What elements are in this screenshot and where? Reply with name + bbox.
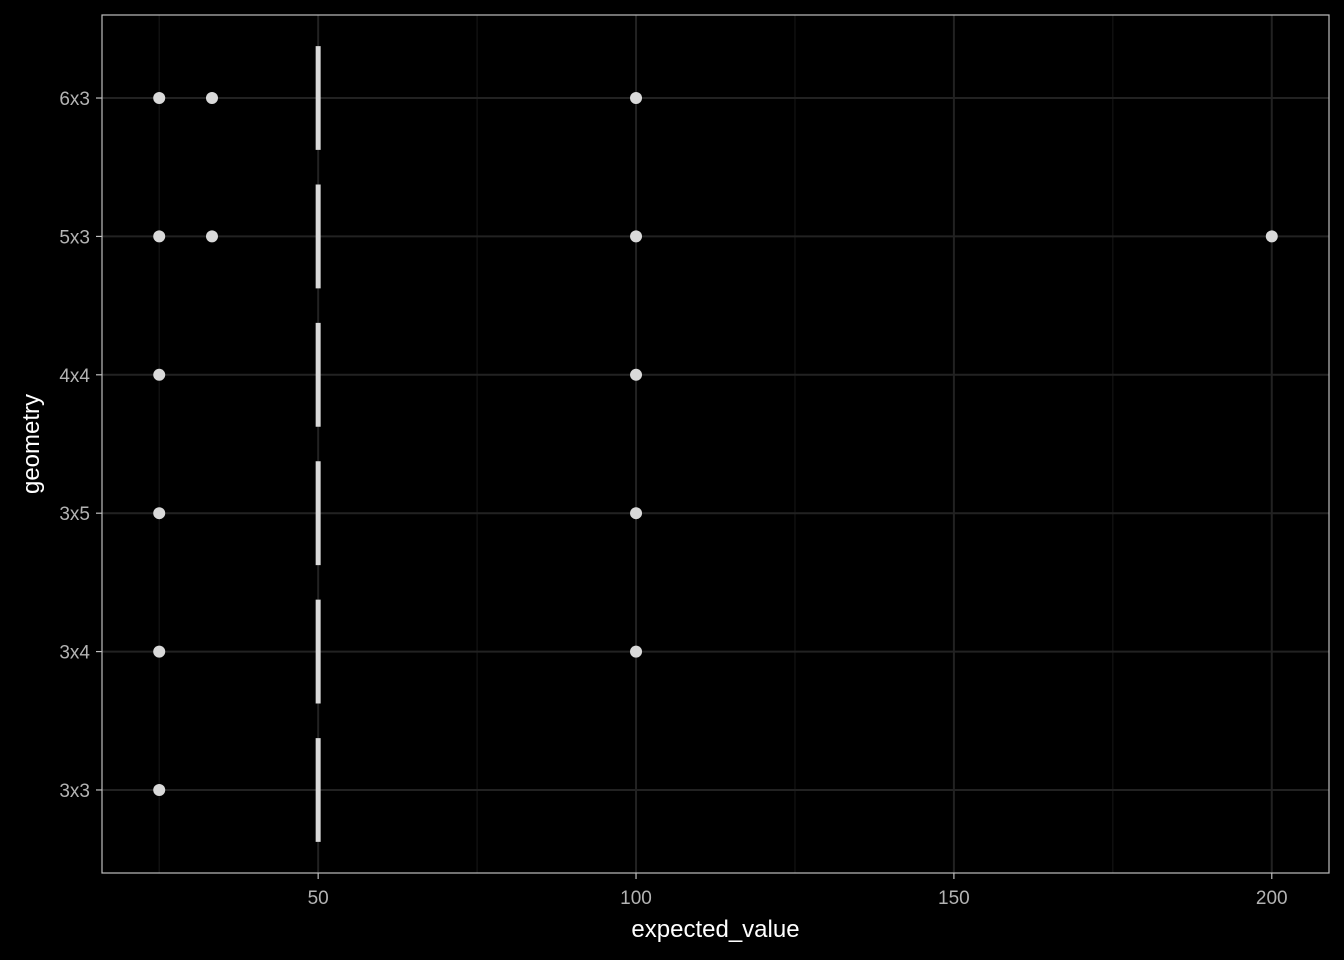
data-point bbox=[630, 230, 643, 243]
y-tick-label: 3x5 bbox=[59, 504, 90, 525]
data-point bbox=[630, 645, 643, 658]
data-point bbox=[630, 507, 643, 520]
data-point bbox=[205, 92, 218, 105]
y-tick-label: 4x4 bbox=[59, 366, 90, 387]
y-tick-label: 5x3 bbox=[59, 227, 90, 248]
y-axis: 3x3 3x4 3x5 4x4 5x3 6x3 bbox=[59, 89, 102, 802]
x-tick-label: 150 bbox=[938, 888, 970, 909]
panel-border bbox=[101, 14, 1330, 874]
x-tick-label: 50 bbox=[308, 888, 329, 909]
data-point bbox=[630, 92, 643, 105]
x-tick-label: 100 bbox=[620, 888, 652, 909]
data-point bbox=[153, 230, 166, 243]
x-tick-label: 200 bbox=[1256, 888, 1288, 909]
data-point bbox=[153, 368, 166, 381]
x-axis-title: expected_value bbox=[631, 916, 799, 943]
data-point bbox=[1265, 230, 1278, 243]
data-point bbox=[153, 783, 166, 796]
y-tick-label: 3x3 bbox=[59, 781, 90, 802]
y-tick-label: 3x4 bbox=[59, 643, 90, 664]
data-point bbox=[630, 368, 643, 381]
data-point bbox=[153, 507, 166, 520]
grid-minor bbox=[158, 15, 1114, 873]
data-point bbox=[153, 645, 166, 658]
x-axis: 50 100 150 200 bbox=[308, 873, 1288, 909]
grid-major bbox=[102, 15, 1329, 873]
data-points bbox=[153, 92, 1278, 796]
y-tick-label: 6x3 bbox=[59, 89, 90, 110]
y-axis-title: geometry bbox=[18, 394, 45, 494]
data-point bbox=[205, 230, 218, 243]
data-point bbox=[153, 92, 166, 105]
